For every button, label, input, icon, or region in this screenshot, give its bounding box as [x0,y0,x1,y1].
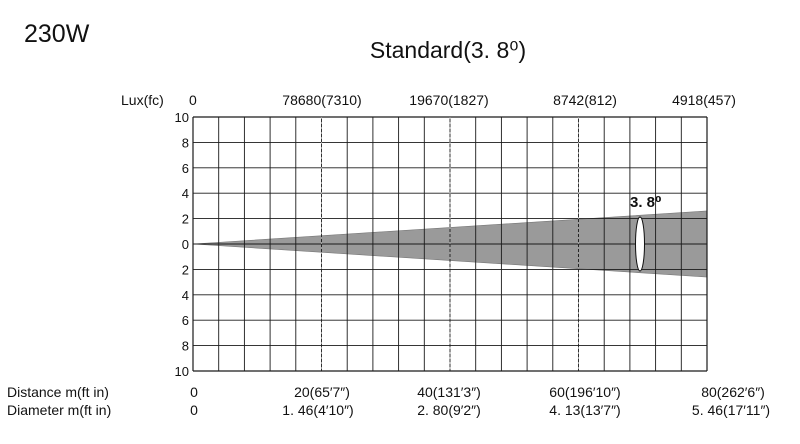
y-tick-label: 6 [182,313,189,328]
chart-title: Standard(3. 8⁰) [370,37,526,63]
beam-angle-marker: 3. 8⁰ [630,194,662,272]
diameter-value: 4. 13(13′7″) [549,402,620,418]
distance-value: 60(196′10″) [549,384,620,400]
distance-header: Distance m(ft in) [7,384,109,400]
y-tick-label: 2 [182,262,189,277]
lux-header: Lux(fc) [121,92,164,108]
y-tick-label: 6 [182,161,189,176]
distance-value: 80(262′6″) [701,384,765,400]
diameter-value: 5. 46(17′11″) [692,402,770,418]
y-tick-label: 10 [175,110,189,125]
diameter-values: 0 1. 46(4′10″) 2. 80(9′2″) 4. 13(13′7″) 5. 4… [190,402,770,418]
distance-values: 0 20(65′7″) 40(131′3″) 60(196′10″) 80(262′6″… [190,384,765,400]
lux-value: 19670(1827) [409,92,488,108]
y-tick-label: 8 [182,135,189,150]
lux-values: 0 78680(7310) 19670(1827) 8742(812) 4918(457… [189,92,736,108]
diameter-value: 0 [190,402,198,418]
y-tick-label: 0 [182,237,189,252]
y-tick-labels: 10 8 6 4 2 0 2 4 6 8 10 [175,110,189,379]
diameter-header: Diameter m(ft in) [7,402,111,418]
beam-angle-label: 3. 8⁰ [630,194,662,211]
distance-value: 40(131′3″) [417,384,481,400]
distance-guides [321,117,579,371]
y-tick-label: 4 [182,186,189,201]
y-tick-label: 8 [182,339,189,354]
diameter-value: 2. 80(9′2″) [417,402,481,418]
power-label: 230W [24,20,90,48]
lux-value: 4918(457) [672,92,736,108]
y-tick-label: 4 [182,288,189,303]
lux-value: 8742(812) [553,92,617,108]
diameter-value: 1. 46(4′10″) [282,402,353,418]
distance-value: 20(65′7″) [294,384,350,400]
beam-cross-section-ellipse [635,216,645,272]
distance-value: 0 [190,384,198,400]
y-tick-label: 2 [182,212,189,227]
lux-value: 78680(7310) [282,92,361,108]
lux-value: 0 [189,92,197,108]
y-tick-label: 10 [175,364,189,379]
